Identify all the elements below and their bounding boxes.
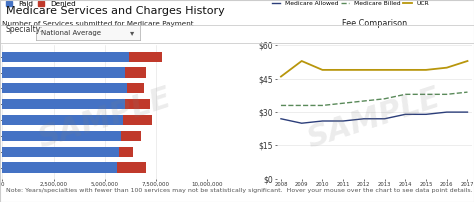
- Text: Note: Years/specialties with fewer than 100 services may not be statistically si: Note: Years/specialties with fewer than …: [6, 188, 472, 193]
- Text: Specialty:: Specialty:: [6, 25, 43, 34]
- Medicare Billed: [423, 93, 429, 96]
- Bar: [2, 162, 117, 173]
- Line: UCR: UCR: [281, 61, 467, 77]
- Bar: [2, 147, 119, 157]
- Text: SAMPLE: SAMPLE: [304, 84, 445, 154]
- Medicare Allowed: [340, 120, 346, 122]
- Medicare Billed: [319, 104, 325, 107]
- Bar: [127, 83, 144, 94]
- Medicare Billed: [465, 91, 470, 93]
- Text: National Average: National Average: [41, 30, 101, 36]
- Medicare Allowed: [278, 118, 284, 120]
- UCR: [465, 60, 470, 62]
- Title: Fee Comparison: Fee Comparison: [342, 19, 407, 28]
- UCR: [402, 69, 408, 71]
- Legend: Paid, Denied: Paid, Denied: [6, 1, 76, 7]
- Medicare Allowed: [382, 118, 387, 120]
- Bar: [121, 131, 141, 141]
- Bar: [117, 162, 146, 173]
- Text: Number of Services submitted for Medicare Payment: Number of Services submitted for Medicar…: [2, 21, 194, 27]
- UCR: [444, 66, 450, 69]
- Text: Medicare Services and Charges History: Medicare Services and Charges History: [6, 6, 224, 16]
- Medicare Allowed: [361, 118, 367, 120]
- Medicare Billed: [382, 98, 387, 100]
- Medicare Billed: [361, 100, 367, 102]
- Bar: [125, 99, 150, 109]
- Medicare Allowed: [423, 113, 429, 116]
- Line: Medicare Allowed: Medicare Allowed: [281, 112, 467, 123]
- UCR: [299, 60, 304, 62]
- Bar: [2, 115, 123, 125]
- UCR: [423, 69, 429, 71]
- Bar: [129, 52, 162, 62]
- UCR: [278, 75, 284, 78]
- Text: SAMPLE: SAMPLE: [34, 84, 175, 154]
- Bar: [2, 52, 129, 62]
- Medicare Billed: [402, 93, 408, 96]
- Medicare Allowed: [299, 122, 304, 124]
- Bar: [2, 99, 125, 109]
- Medicare Allowed: [465, 111, 470, 113]
- Bar: [2, 67, 125, 78]
- Medicare Billed: [444, 93, 450, 96]
- Text: ▾: ▾: [130, 28, 135, 37]
- Medicare Allowed: [319, 120, 325, 122]
- Bar: [119, 147, 133, 157]
- Line: Medicare Billed: Medicare Billed: [281, 92, 467, 105]
- UCR: [361, 69, 367, 71]
- Bar: [2, 83, 127, 94]
- Bar: [125, 67, 146, 78]
- Legend: Medicare Allowed, Medicare Billed, UCR: Medicare Allowed, Medicare Billed, UCR: [272, 0, 429, 6]
- Bar: [2, 131, 121, 141]
- UCR: [382, 69, 387, 71]
- Medicare Billed: [340, 102, 346, 104]
- Medicare Billed: [299, 104, 304, 107]
- UCR: [319, 69, 325, 71]
- Medicare Allowed: [444, 111, 450, 113]
- Bar: [123, 115, 152, 125]
- Medicare Billed: [278, 104, 284, 107]
- Medicare Allowed: [402, 113, 408, 116]
- UCR: [340, 69, 346, 71]
